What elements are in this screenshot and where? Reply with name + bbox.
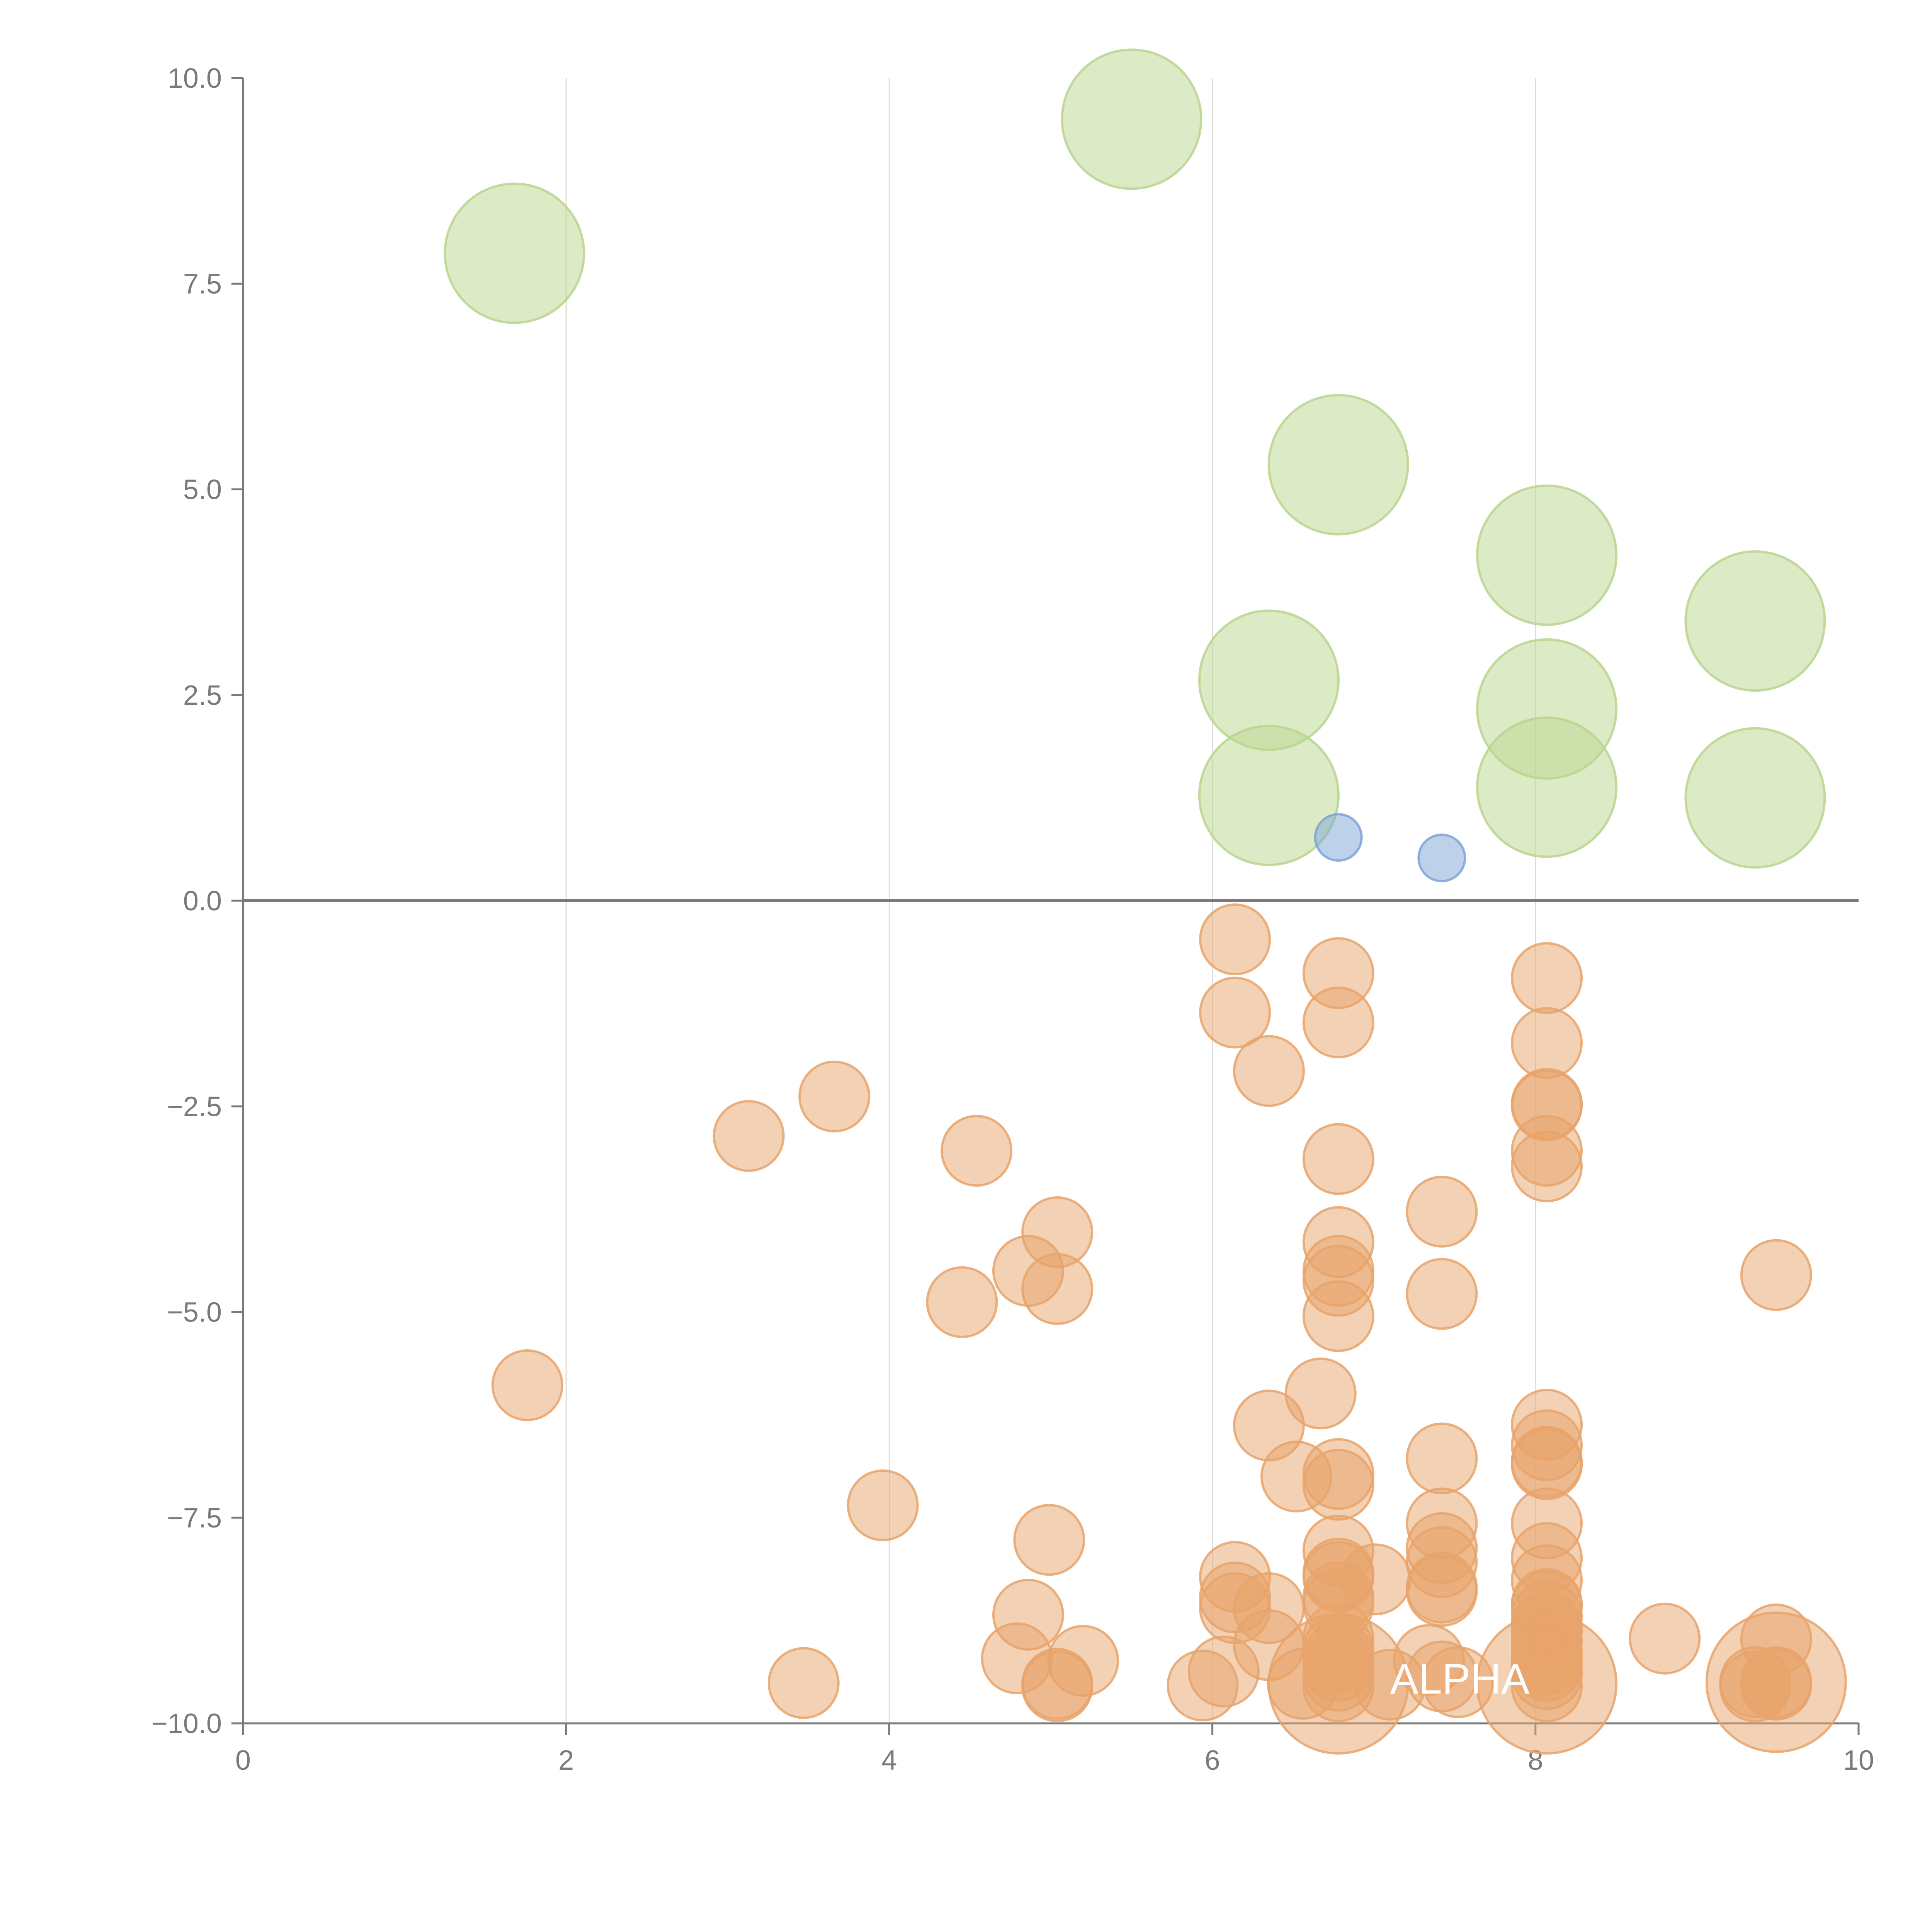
y-tick-label: 2.5 bbox=[183, 680, 222, 711]
data-point bbox=[1511, 1007, 1583, 1079]
data-point bbox=[940, 1115, 1013, 1187]
data-point bbox=[1406, 1175, 1478, 1248]
data-point bbox=[1406, 1258, 1478, 1330]
data-point bbox=[1511, 1130, 1583, 1202]
data-point bbox=[1021, 1650, 1094, 1723]
y-tick-label: −2.5 bbox=[167, 1091, 222, 1122]
data-point bbox=[1302, 1449, 1374, 1521]
y-tick-label: 10.0 bbox=[168, 63, 222, 94]
data-point bbox=[1302, 1280, 1374, 1352]
annotation-label: ALPHA bbox=[1390, 1655, 1530, 1703]
data-point bbox=[1684, 727, 1826, 869]
data-point bbox=[847, 1469, 919, 1541]
axes: 10.07.55.02.50.0−2.5−5.0−7.5−10.00 2 4 6 8 10 bbox=[151, 63, 1874, 1776]
data-point bbox=[798, 1060, 871, 1133]
y-tick-label: −5.0 bbox=[167, 1297, 222, 1328]
data-point bbox=[1167, 1650, 1239, 1722]
data-point bbox=[1061, 48, 1202, 190]
data-point bbox=[1629, 1602, 1701, 1675]
data-point bbox=[1705, 1611, 1847, 1753]
annotations: ALPHA bbox=[1390, 1655, 1530, 1703]
data-point bbox=[1476, 716, 1618, 858]
data-point bbox=[1476, 484, 1618, 626]
data-point bbox=[491, 1349, 563, 1421]
y-tick-label: 7.5 bbox=[183, 269, 222, 299]
data-point bbox=[1021, 1253, 1094, 1325]
data-point bbox=[1684, 550, 1826, 692]
data-point bbox=[1199, 903, 1271, 976]
data-point bbox=[1284, 1357, 1357, 1430]
data-points bbox=[444, 48, 1847, 1755]
x-tick-label: 10 bbox=[1843, 1745, 1874, 1776]
data-point bbox=[1740, 1239, 1812, 1311]
data-point bbox=[1406, 1422, 1478, 1495]
y-tick-label: 5.0 bbox=[183, 474, 222, 505]
data-point bbox=[1476, 1613, 1618, 1755]
data-point bbox=[1013, 1504, 1085, 1576]
data-point bbox=[1302, 1123, 1374, 1195]
data-point bbox=[1199, 976, 1271, 1049]
data-point bbox=[1233, 1035, 1305, 1107]
data-point bbox=[1406, 1555, 1478, 1627]
data-point bbox=[1417, 833, 1466, 883]
x-tick-label: 0 bbox=[235, 1745, 251, 1776]
data-point bbox=[767, 1647, 840, 1719]
data-point bbox=[1511, 942, 1583, 1014]
data-point bbox=[1314, 813, 1363, 862]
y-tick-label: 0.0 bbox=[183, 886, 222, 917]
data-point bbox=[1267, 394, 1409, 536]
data-point bbox=[1198, 724, 1340, 866]
data-point bbox=[713, 1100, 785, 1172]
data-point bbox=[444, 182, 585, 324]
data-point bbox=[1302, 986, 1374, 1059]
x-tick-label: 4 bbox=[881, 1745, 897, 1776]
x-tick-label: 2 bbox=[558, 1745, 574, 1776]
y-tick-label: −7.5 bbox=[167, 1503, 222, 1534]
y-tick-label: −10.0 bbox=[151, 1708, 222, 1739]
data-point bbox=[926, 1266, 998, 1338]
data-point bbox=[1267, 1613, 1409, 1755]
x-tick-label: 6 bbox=[1205, 1745, 1220, 1776]
